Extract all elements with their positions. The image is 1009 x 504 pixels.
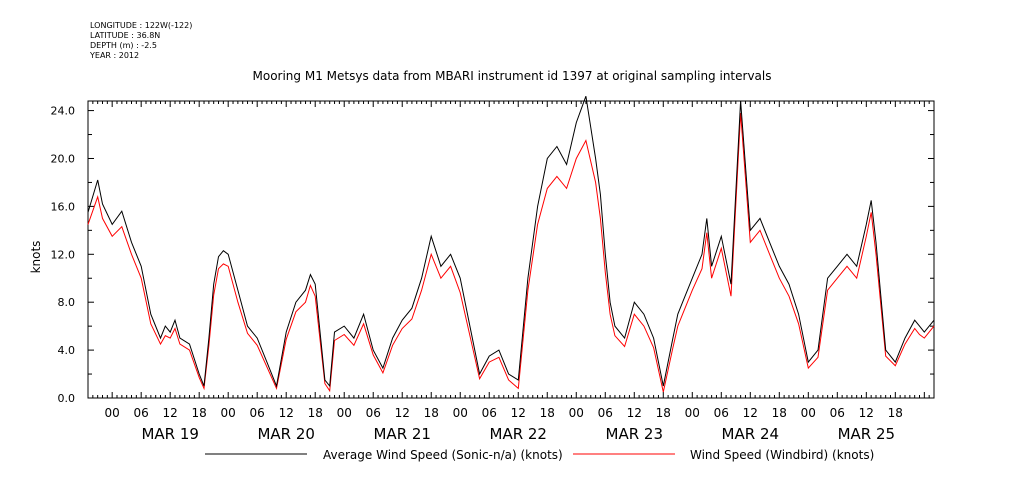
metadata-latitude: LATITUDE : 36.8N bbox=[90, 31, 161, 40]
y-tick-label: 16.0 bbox=[51, 200, 76, 213]
day-label: MAR 19 bbox=[141, 425, 198, 443]
day-label: MAR 25 bbox=[838, 425, 895, 443]
legend-label-windbird: Wind Speed (Windbird) (knots) bbox=[690, 448, 874, 462]
x-tick-label: 00 bbox=[453, 406, 468, 420]
x-tick-label: 06 bbox=[482, 406, 497, 420]
x-tick-label: 18 bbox=[888, 406, 903, 420]
day-label: MAR 20 bbox=[257, 425, 314, 443]
x-tick-label: 12 bbox=[859, 406, 874, 420]
sonic-wind-line bbox=[87, 96, 935, 388]
x-tick-label: 06 bbox=[598, 406, 613, 420]
x-tick-label: 18 bbox=[192, 406, 207, 420]
y-tick-label: 24.0 bbox=[51, 105, 76, 118]
x-tick-label: 00 bbox=[801, 406, 816, 420]
y-tick-label: 20.0 bbox=[51, 152, 76, 165]
x-tick-label: 18 bbox=[424, 406, 439, 420]
x-tick-label: 12 bbox=[163, 406, 178, 420]
day-label: MAR 21 bbox=[373, 425, 430, 443]
x-tick-label: 18 bbox=[656, 406, 671, 420]
x-tick-label: 12 bbox=[627, 406, 642, 420]
x-tick-label: 00 bbox=[569, 406, 584, 420]
y-axis-label: knots bbox=[29, 241, 43, 274]
x-tick-label: 00 bbox=[685, 406, 700, 420]
day-label: MAR 22 bbox=[490, 425, 547, 443]
x-tick-label: 06 bbox=[714, 406, 729, 420]
metadata-year: YEAR : 2012 bbox=[90, 51, 140, 60]
x-tick-label: 12 bbox=[511, 406, 526, 420]
x-tick-label: 00 bbox=[105, 406, 120, 420]
y-tick-label: 12.0 bbox=[51, 248, 76, 261]
metadata-depth: DEPTH (m) : -2.5 bbox=[90, 41, 157, 50]
x-tick-label: 00 bbox=[221, 406, 236, 420]
day-label: MAR 24 bbox=[722, 425, 779, 443]
y-tick-label: 4.0 bbox=[58, 344, 76, 357]
legend: Average Wind Speed (Sonic-n/a) (knots) W… bbox=[205, 448, 874, 462]
x-tick-label: 12 bbox=[395, 406, 410, 420]
x-tick-label: 06 bbox=[366, 406, 381, 420]
x-tick-label: 06 bbox=[830, 406, 845, 420]
x-tick-label: 00 bbox=[337, 406, 352, 420]
legend-label-sonic: Average Wind Speed (Sonic-n/a) (knots) bbox=[323, 448, 563, 462]
x-tick-label: 06 bbox=[134, 406, 149, 420]
x-tick-label: 18 bbox=[308, 406, 323, 420]
metadata-longitude: LONGITUDE : 122W(-122) bbox=[90, 21, 193, 30]
plot-frame bbox=[87, 100, 935, 399]
x-tick-label: 12 bbox=[743, 406, 758, 420]
station-metadata: LONGITUDE : 122W(-122) LATITUDE : 36.8N … bbox=[90, 21, 192, 61]
axes-ticks: 0.0 4.0 8.0 12.0 16.0 20.0 24.0 00 06 12 18 00 06 12 1… bbox=[51, 101, 935, 443]
y-tick-label: 0.0 bbox=[58, 392, 76, 405]
x-tick-label: 18 bbox=[772, 406, 787, 420]
y-tick-label: 8.0 bbox=[58, 296, 76, 309]
day-label: MAR 23 bbox=[606, 425, 663, 443]
windbird-wind-line bbox=[87, 112, 935, 393]
x-tick-label: 12 bbox=[279, 406, 294, 420]
series-layer bbox=[87, 96, 935, 393]
x-tick-label: 18 bbox=[540, 406, 555, 420]
x-tick-label: 06 bbox=[250, 406, 265, 420]
chart-title: Mooring M1 Metsys data from MBARI instru… bbox=[253, 69, 772, 83]
